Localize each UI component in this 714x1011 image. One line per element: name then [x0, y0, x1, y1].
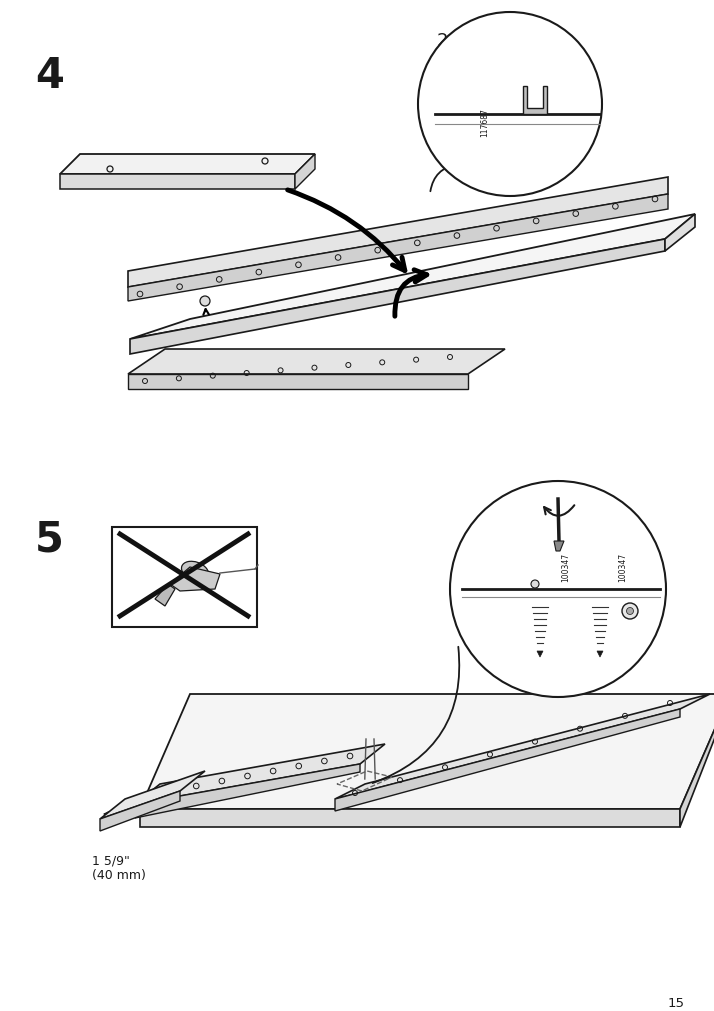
Text: 4x: 4x — [464, 600, 486, 618]
Polygon shape — [100, 771, 205, 819]
Polygon shape — [128, 178, 668, 288]
Polygon shape — [155, 584, 175, 607]
Polygon shape — [100, 792, 180, 831]
Polygon shape — [135, 744, 385, 804]
Polygon shape — [170, 567, 220, 591]
Text: 15: 15 — [668, 996, 685, 1009]
Polygon shape — [130, 214, 695, 340]
Text: 2x: 2x — [437, 32, 459, 50]
FancyBboxPatch shape — [112, 528, 257, 628]
Ellipse shape — [181, 562, 208, 581]
Polygon shape — [130, 240, 665, 355]
Polygon shape — [60, 155, 315, 175]
Circle shape — [450, 481, 666, 698]
Text: (40 mm): (40 mm) — [92, 868, 146, 882]
Polygon shape — [128, 375, 468, 389]
Polygon shape — [128, 350, 505, 375]
Text: 100347: 100347 — [561, 552, 570, 581]
Text: 5: 5 — [35, 518, 64, 559]
Polygon shape — [295, 155, 315, 190]
Polygon shape — [523, 87, 547, 115]
Polygon shape — [680, 695, 714, 827]
Polygon shape — [140, 695, 714, 809]
Text: 100347: 100347 — [618, 552, 627, 581]
Circle shape — [531, 580, 539, 588]
Polygon shape — [135, 764, 360, 818]
Polygon shape — [665, 214, 695, 252]
Circle shape — [626, 608, 633, 615]
Text: 1 5/9": 1 5/9" — [92, 854, 130, 867]
Polygon shape — [537, 651, 543, 657]
Polygon shape — [60, 175, 295, 190]
Text: 117687: 117687 — [480, 108, 489, 136]
Polygon shape — [554, 542, 564, 551]
Circle shape — [622, 604, 638, 620]
Circle shape — [200, 296, 210, 306]
Polygon shape — [597, 651, 603, 657]
Circle shape — [418, 13, 602, 197]
Polygon shape — [335, 710, 680, 811]
Polygon shape — [140, 809, 680, 827]
Polygon shape — [128, 195, 668, 301]
Text: 4: 4 — [35, 55, 64, 97]
Polygon shape — [335, 695, 710, 800]
